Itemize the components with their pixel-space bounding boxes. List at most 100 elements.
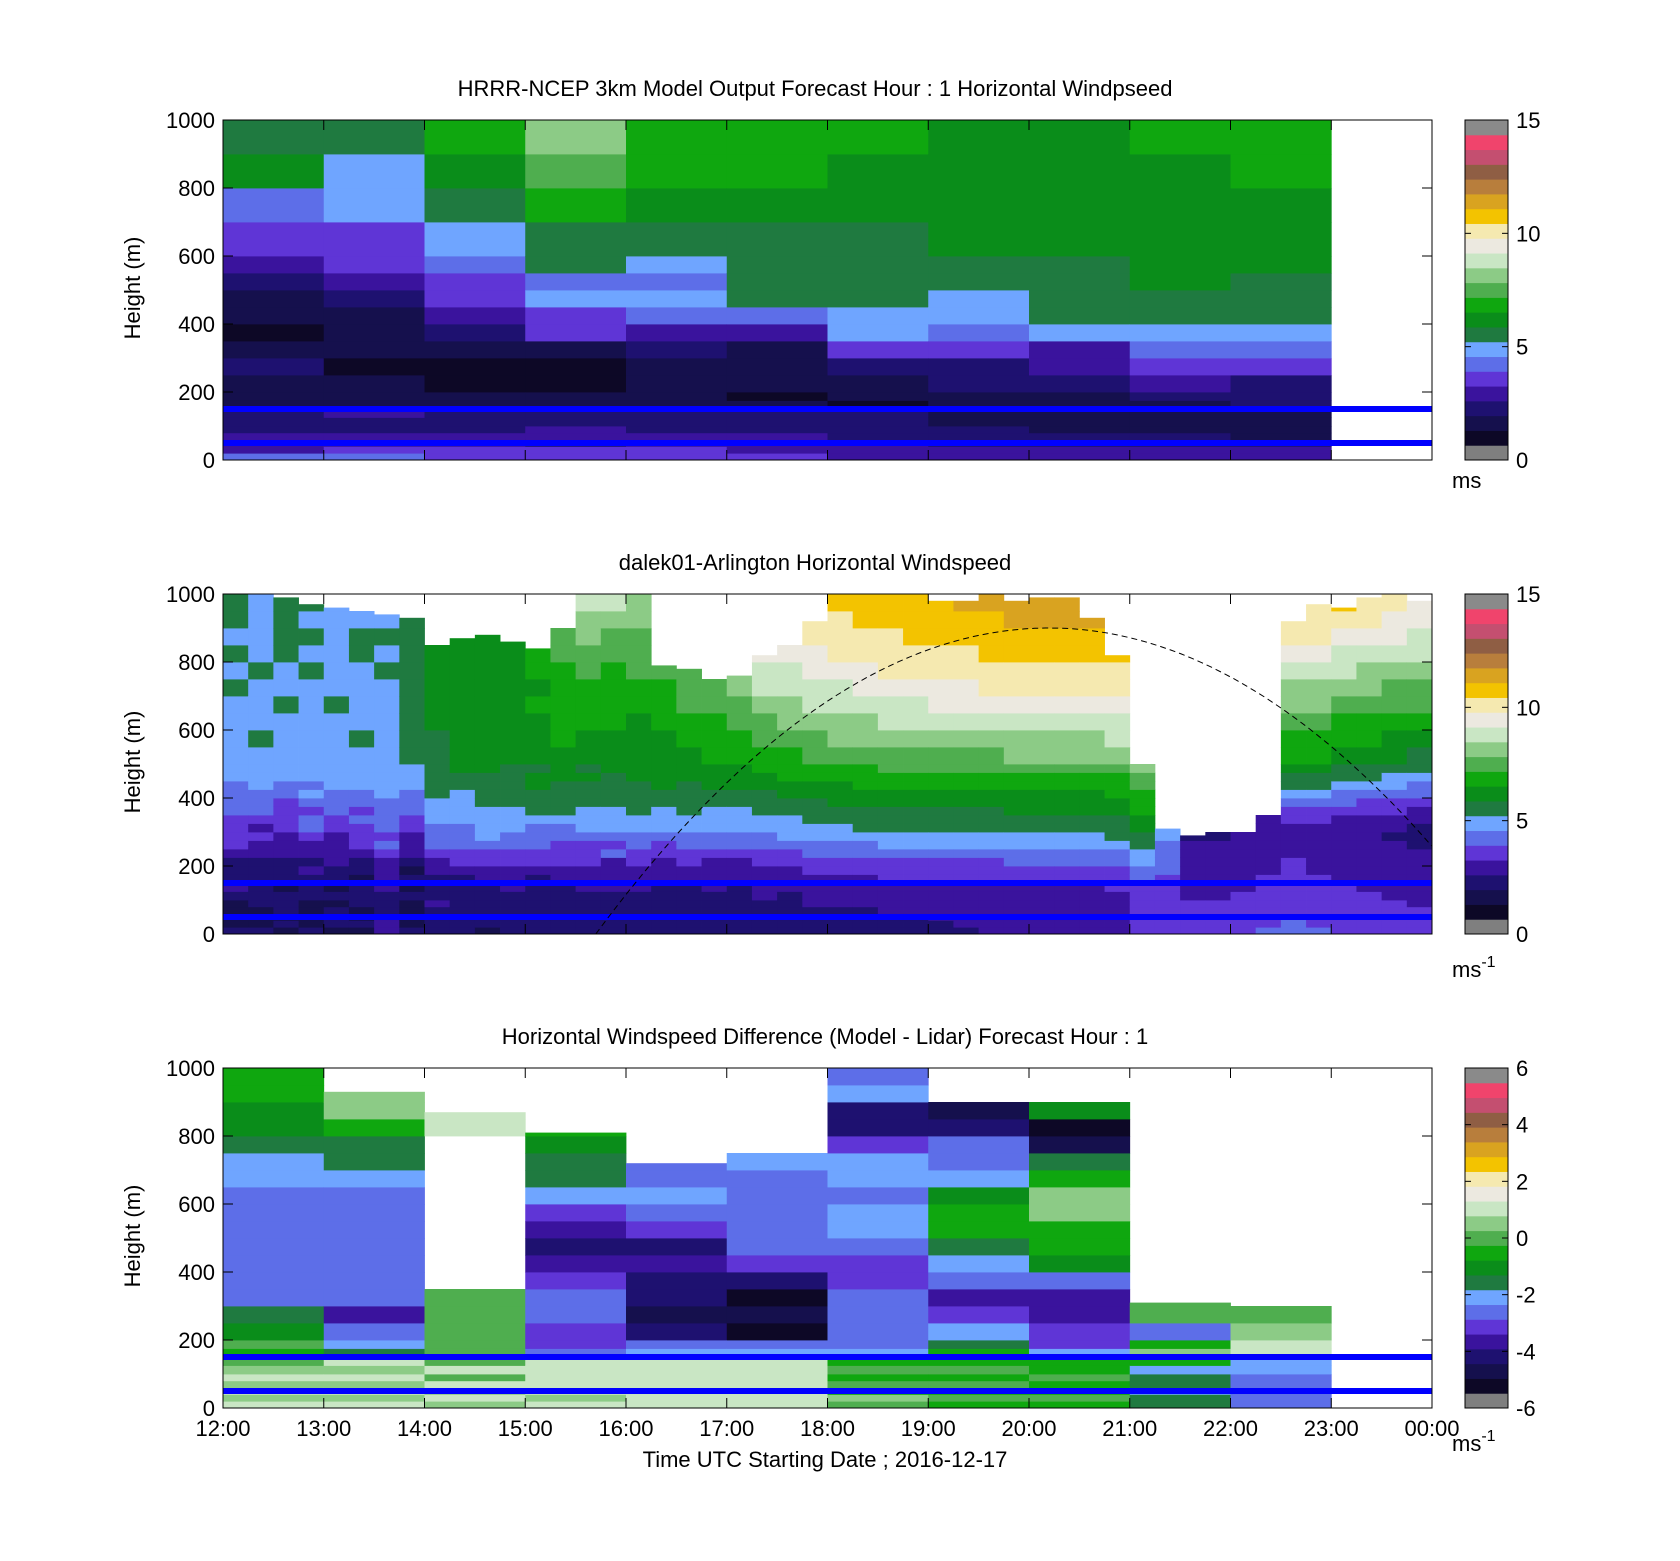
heatmap-cell <box>827 417 929 427</box>
heatmap-cell <box>751 781 778 790</box>
heatmap-cell <box>1129 341 1231 359</box>
heatmap-cell <box>600 857 627 867</box>
heatmap-cell <box>1029 1394 1131 1402</box>
heatmap-cell <box>827 409 929 418</box>
heatmap-cell <box>626 713 652 731</box>
heatmap-cell <box>827 358 929 376</box>
heatmap-cell <box>348 840 375 850</box>
sun-elevation-curve <box>595 627 1433 935</box>
heatmap-cell <box>1230 341 1332 359</box>
heatmap-cell <box>525 154 627 189</box>
heatmap-cell <box>223 611 249 629</box>
heatmap-cell <box>1104 883 1131 892</box>
heatmap-cell <box>827 1401 929 1409</box>
heatmap-cell <box>1054 900 1080 908</box>
heatmap-cell <box>1230 840 1257 850</box>
model-panel-ylabel: Height (m) <box>120 237 145 340</box>
heatmap-cell <box>399 628 425 646</box>
heatmap-cell <box>1306 798 1332 807</box>
heatmap-cell <box>474 866 501 875</box>
heatmap-cell <box>1331 747 1357 765</box>
heatmap-cell <box>500 849 526 858</box>
heatmap-cell <box>827 806 854 816</box>
heatmap-cell <box>1003 857 1030 867</box>
heatmap-cell <box>248 883 274 892</box>
heatmap-cell <box>1029 417 1131 427</box>
heatmap-cell <box>626 1163 728 1171</box>
heatmap-cell <box>928 857 954 867</box>
heatmap-cell <box>424 1119 526 1137</box>
heatmap-cell <box>827 290 929 308</box>
heatmap-cell <box>449 920 476 928</box>
heatmap-cell <box>676 823 702 833</box>
heatmap-cell <box>323 713 350 731</box>
heatmap-cell <box>978 823 1005 833</box>
heatmap-cell <box>626 1394 728 1402</box>
heatmap-cell <box>323 840 350 850</box>
heatmap-cell <box>1306 645 1332 663</box>
heatmap-cell <box>726 1255 828 1273</box>
heatmap-cell <box>223 866 249 875</box>
heatmap-cell <box>1255 866 1282 875</box>
heatmap-cell <box>1129 120 1231 155</box>
heatmap-cell <box>550 849 577 858</box>
heatmap-cell <box>1381 806 1408 816</box>
heatmap-cell <box>223 1204 325 1222</box>
difference-panel-title: Horizontal Windspeed Difference (Model -… <box>502 1024 1148 1049</box>
y-tick-label: 200 <box>178 854 215 879</box>
heatmap-cell <box>223 1170 325 1188</box>
heatmap-cell <box>953 823 980 833</box>
heatmap-cell <box>827 1255 929 1273</box>
heatmap-cell <box>1406 832 1433 841</box>
heatmap-cell <box>626 1357 728 1366</box>
colorbar-segment <box>1465 904 1508 920</box>
heatmap-cell <box>877 866 904 875</box>
heatmap-cell <box>928 645 954 663</box>
heatmap-cell <box>374 679 400 697</box>
heatmap-cell <box>1054 927 1080 935</box>
heatmap-cell <box>726 120 828 155</box>
heatmap-cell <box>626 662 652 680</box>
heatmap-cell <box>626 806 652 816</box>
heatmap-cell <box>449 789 476 799</box>
heatmap-cell <box>802 621 828 629</box>
heatmap-cell <box>852 628 879 646</box>
heatmap-cell <box>298 849 325 858</box>
colorbar-segment <box>1465 179 1508 195</box>
heatmap-cell <box>223 832 249 841</box>
heatmap-cell <box>525 453 627 461</box>
heatmap-cell <box>223 307 325 325</box>
colorbar-segment <box>1465 1304 1508 1320</box>
heatmap-cell <box>777 679 803 697</box>
heatmap-cell <box>273 906 299 914</box>
heatmap-cell <box>827 798 854 807</box>
heatmap-cell <box>1406 806 1433 816</box>
heatmap-cell <box>399 857 425 867</box>
heatmap-cell <box>1230 927 1257 935</box>
heatmap-cell <box>877 730 904 748</box>
heatmap-cell <box>626 1380 728 1388</box>
heatmap-cell <box>323 120 425 155</box>
heatmap-cell <box>928 764 954 773</box>
heatmap-cell <box>323 1401 425 1409</box>
heatmap-cell <box>223 747 249 765</box>
heatmap-cell <box>449 713 476 731</box>
heatmap-cell <box>1079 628 1105 646</box>
heatmap-cell <box>852 781 879 790</box>
colorbar-segment <box>1465 1082 1508 1099</box>
heatmap-cell <box>953 815 980 824</box>
heatmap-cell <box>676 920 702 928</box>
heatmap-cell <box>248 806 274 816</box>
heatmap-cell <box>1129 290 1231 308</box>
heatmap-cell <box>827 832 854 841</box>
colorbar-segment <box>1465 874 1508 891</box>
heatmap-cell <box>500 798 526 807</box>
heatmap-cell <box>877 798 904 807</box>
colorbar-segment <box>1465 653 1508 669</box>
heatmap-cell <box>474 781 501 790</box>
heatmap-cell <box>474 772 501 782</box>
heatmap-cell <box>424 1289 526 1307</box>
heatmap-cell <box>248 747 274 765</box>
heatmap-cell <box>1230 392 1332 401</box>
heatmap-cell <box>751 874 778 884</box>
